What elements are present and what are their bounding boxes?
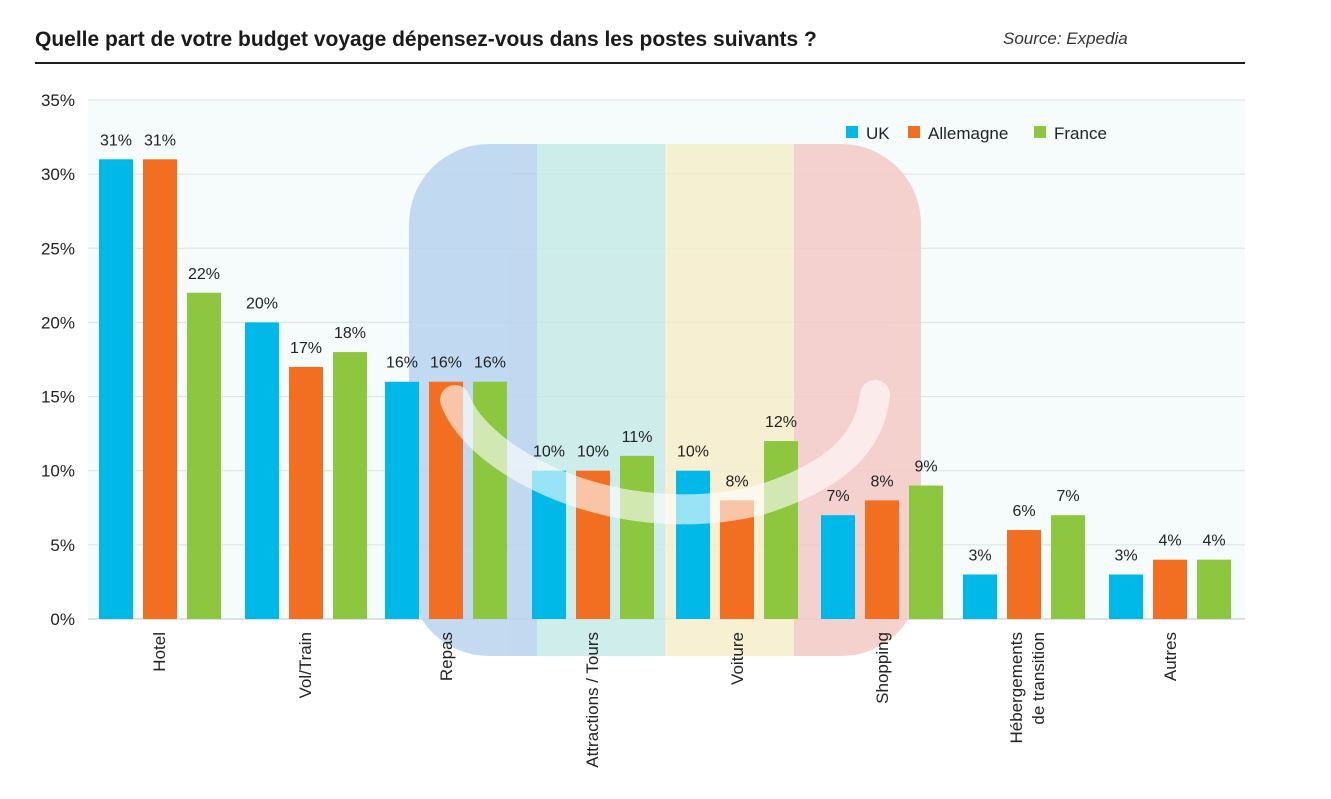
legend-swatch [846, 126, 858, 138]
legend-swatch [1034, 126, 1046, 138]
chart-title: Quelle part de votre budget voyage dépen… [35, 28, 817, 51]
legend-label: UK [866, 124, 890, 143]
bar-value-label: 4% [1202, 533, 1225, 550]
bar-value-label: 3% [968, 548, 991, 565]
category-label: Hébergements de transition [1007, 632, 1048, 744]
svg-text:Vol/Train: Vol/Train [296, 632, 315, 698]
y-tick-label: 10% [41, 462, 75, 481]
bar-value-label: 17% [290, 340, 322, 357]
bar [385, 381, 419, 619]
bar-value-label: 16% [386, 355, 418, 372]
bar-value-label: 11% [622, 429, 653, 446]
svg-text:Hotel: Hotel [150, 632, 169, 672]
category-label: Hotel [150, 632, 169, 672]
bar-value-label: 31% [100, 132, 132, 149]
watermark-strip [794, 144, 921, 656]
bar [676, 470, 710, 619]
bar [1109, 574, 1143, 619]
y-tick-label: 35% [41, 91, 75, 110]
bar-value-label: 4% [1158, 533, 1181, 550]
bar-value-label: 7% [1056, 488, 1079, 505]
category-labels: Hotel Vol/Train Repas Attractions / Tours Vo… [150, 632, 1180, 768]
bar [865, 500, 899, 619]
bar [99, 159, 133, 620]
bar-value-label: 10% [533, 444, 565, 461]
bar [333, 352, 367, 619]
bar-value-label: 7% [826, 488, 849, 505]
legend-label: Allemagne [928, 124, 1008, 143]
bar-value-label: 6% [1012, 503, 1035, 520]
bar-value-label: 10% [677, 444, 709, 461]
bar-value-label: 12% [765, 414, 797, 431]
category-label: Voiture [728, 632, 747, 685]
bar [1051, 515, 1085, 619]
svg-text:de transition: de transition [1029, 632, 1048, 725]
bar [821, 515, 855, 619]
chart-source: Source: Expedia [1003, 29, 1128, 48]
bar-value-label: 8% [870, 473, 893, 490]
bar-value-label: 18% [334, 325, 366, 342]
bar-value-label: 22% [188, 266, 220, 283]
legend-swatch [908, 126, 920, 138]
svg-text:Attractions / Tours: Attractions / Tours [583, 632, 602, 768]
y-tick-label: 25% [41, 239, 75, 258]
bar [1007, 530, 1041, 619]
category-label: Repas [437, 632, 456, 681]
y-tick-label: 15% [41, 388, 75, 407]
bar [909, 485, 943, 619]
legend: UK Allemagne France [846, 124, 1107, 143]
category-label: Vol/Train [296, 632, 315, 698]
y-tick-label: 30% [41, 165, 75, 184]
svg-text:Repas: Repas [437, 632, 456, 681]
bar [143, 159, 177, 620]
bar [245, 322, 279, 619]
category-label: Attractions / Tours [583, 632, 602, 768]
legend-item: UK [846, 124, 890, 143]
category-label: Autres [1161, 632, 1180, 681]
category-label: Shopping [873, 632, 892, 704]
bar [620, 455, 654, 619]
legend-item: France [1034, 124, 1107, 143]
y-tick-label: 0% [50, 610, 75, 629]
bar-value-label: 10% [577, 444, 609, 461]
bar [1153, 559, 1187, 619]
bar [289, 366, 323, 619]
bar [187, 292, 221, 619]
bar [963, 574, 997, 619]
bar-value-label: 20% [246, 295, 278, 312]
legend-item: Allemagne [908, 124, 1008, 143]
bar-value-label: 31% [144, 132, 176, 149]
bar [764, 441, 798, 619]
y-tick-label: 5% [50, 536, 75, 555]
y-axis-ticks: 0% 5% 10% 15% 20% 25% 30% 35% [41, 91, 75, 629]
svg-text:Shopping: Shopping [873, 632, 892, 704]
watermark-smile [440, 380, 890, 525]
bar-value-label: 3% [1114, 548, 1137, 565]
value-labels: 31% 20% 16% 10% 10% 7% 3% 3% 31% 17% 16% 10% 8% 8% 6% 4… [100, 132, 1226, 564]
svg-text:Autres: Autres [1161, 632, 1180, 681]
legend-label: France [1054, 124, 1107, 143]
svg-text:Hébergements: Hébergements [1007, 632, 1026, 744]
svg-text:Voiture: Voiture [728, 632, 747, 685]
bar-value-label: 8% [725, 473, 748, 490]
chart-header: Quelle part de votre budget voyage dépen… [35, 24, 1245, 64]
bar-value-label: 9% [914, 459, 937, 476]
bar-value-label: 16% [430, 355, 462, 372]
bar [1197, 559, 1231, 619]
bar-value-label: 16% [474, 355, 506, 372]
y-tick-label: 20% [41, 313, 75, 332]
